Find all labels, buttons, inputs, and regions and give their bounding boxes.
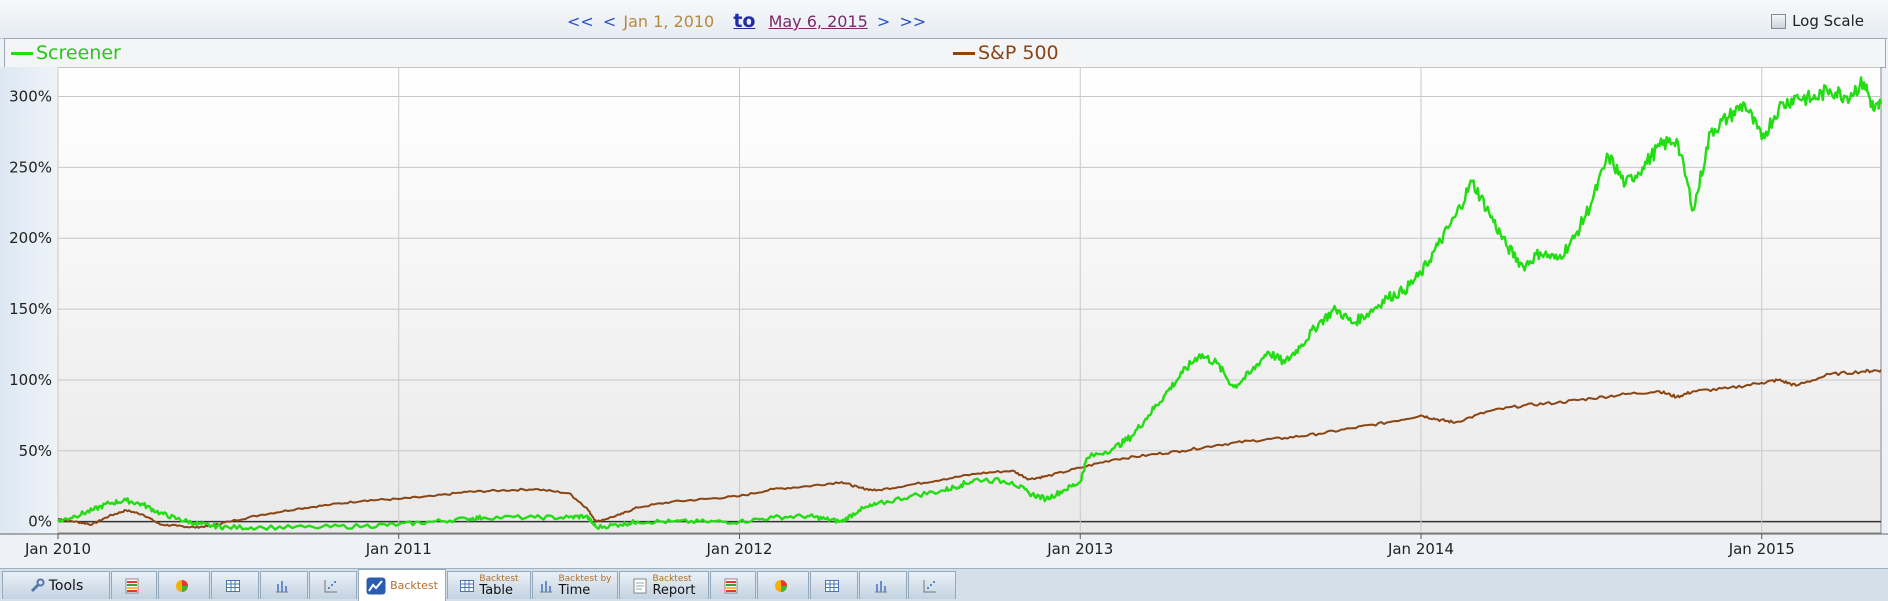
prev-period-button[interactable]: < bbox=[602, 12, 617, 31]
line-chart-icon bbox=[366, 577, 386, 595]
pie-chart-icon bbox=[174, 578, 190, 594]
table-color-icon bbox=[723, 578, 739, 594]
pie-chart-icon bbox=[773, 578, 789, 594]
tab-label: Backtest bbox=[390, 579, 438, 592]
legend: Screener S&P 500 bbox=[4, 38, 1886, 68]
last-period-button[interactable]: >> bbox=[899, 12, 927, 31]
grid-icon bbox=[225, 578, 241, 594]
legend-swatch-screener bbox=[11, 51, 33, 55]
tab-pie-chart-icon-11[interactable] bbox=[757, 571, 809, 599]
x-tick-label: Jan 2013 bbox=[1046, 540, 1113, 558]
tab-label: Time bbox=[558, 582, 591, 598]
first-period-button[interactable]: << bbox=[567, 12, 594, 31]
tab-backtest-6[interactable]: Backtest bbox=[358, 569, 446, 601]
y-tick-label: 100% bbox=[9, 371, 52, 389]
tab-grid-icon-3[interactable] bbox=[211, 571, 259, 599]
tab-bar-chart-icon-13[interactable] bbox=[859, 571, 907, 599]
date-range-bar: << < Jan 1, 2010 to May 6, 2015 > >> Log… bbox=[0, 0, 1888, 39]
series-line-sp500 bbox=[57, 368, 1882, 529]
y-tick-label: 50% bbox=[19, 442, 52, 460]
backtest-chart: 0% 50% 100% 150% 200% 250% 300% Jan 2010 Jan 201… bbox=[0, 67, 1888, 558]
legend-item-screener[interactable]: Screener bbox=[11, 42, 121, 64]
scatter-icon bbox=[922, 578, 938, 594]
tab-pie-chart-icon-2[interactable] bbox=[158, 571, 210, 599]
tab-label-stack: Backtest by Time bbox=[558, 574, 611, 598]
legend-label-screener: Screener bbox=[36, 42, 121, 64]
chart-panel: << < Jan 1, 2010 to May 6, 2015 > >> Log… bbox=[0, 0, 1888, 569]
bar-chart-icon bbox=[538, 578, 554, 594]
tab-time-8[interactable]: Backtest by Time bbox=[532, 571, 618, 599]
from-date[interactable]: Jan 1, 2010 bbox=[623, 12, 715, 31]
y-tick-label: 150% bbox=[9, 300, 52, 318]
to-link[interactable]: to bbox=[733, 10, 756, 32]
log-scale-label: Log Scale bbox=[1792, 12, 1864, 30]
y-tick-label: 250% bbox=[9, 158, 52, 176]
tab-tools-0[interactable]: Tools bbox=[2, 571, 110, 599]
bar-chart-icon bbox=[274, 578, 290, 594]
report-icon bbox=[632, 578, 648, 594]
y-axis-panel bbox=[0, 67, 58, 535]
next-period-button[interactable]: > bbox=[876, 12, 891, 31]
tab-label-stack: Backtest Report bbox=[652, 574, 695, 598]
tab-label: Table bbox=[479, 582, 514, 598]
grid-icon bbox=[824, 578, 840, 594]
bar-chart-icon bbox=[873, 578, 889, 594]
wrench-icon bbox=[29, 578, 45, 594]
tab-report-9[interactable]: Backtest Report bbox=[619, 571, 709, 599]
table-color-icon bbox=[124, 578, 140, 594]
legend-label-sp500: S&P 500 bbox=[978, 42, 1059, 64]
legend-item-sp500[interactable]: S&P 500 bbox=[953, 42, 1059, 64]
grid-icon bbox=[459, 578, 475, 594]
tab-scatter-icon-5[interactable] bbox=[309, 571, 357, 599]
plot-area bbox=[57, 67, 1882, 534]
tab-caption: Backtest bbox=[479, 573, 519, 584]
to-date[interactable]: May 6, 2015 bbox=[768, 12, 868, 31]
legend-swatch-sp500 bbox=[953, 51, 975, 55]
scatter-icon bbox=[323, 578, 339, 594]
tab-label: Report bbox=[652, 582, 696, 598]
x-tick-label: Jan 2015 bbox=[1728, 540, 1795, 558]
x-tick-label: Jan 2012 bbox=[705, 540, 772, 558]
x-tick-label: Jan 2011 bbox=[365, 540, 432, 558]
tab-caption: Backtest bbox=[652, 573, 692, 584]
tab-bar: Tools Backtest Backtest Table Backtest by Tim… bbox=[0, 569, 1888, 601]
tab-bar-chart-icon-4[interactable] bbox=[260, 571, 308, 599]
series-line-screener bbox=[57, 76, 1883, 531]
tab-label-stack: Backtest Table bbox=[479, 574, 518, 598]
tab-table-7[interactable]: Backtest Table bbox=[447, 571, 531, 599]
date-navigator: << < Jan 1, 2010 to May 6, 2015 > >> bbox=[567, 11, 926, 32]
log-scale-checkbox[interactable] bbox=[1771, 13, 1787, 29]
tab-scatter-icon-14[interactable] bbox=[908, 571, 956, 599]
x-tick-label: Jan 2010 bbox=[24, 540, 91, 558]
tab-label: Tools bbox=[48, 577, 84, 594]
tab-caption: Backtest by bbox=[558, 573, 612, 584]
log-scale-toggle[interactable]: Log Scale bbox=[1771, 12, 1864, 30]
x-tick-label: Jan 2014 bbox=[1387, 540, 1454, 558]
tab-grid-icon-12[interactable] bbox=[810, 571, 858, 599]
y-tick-label: 0% bbox=[28, 513, 52, 531]
tab-table-color-icon-1[interactable] bbox=[111, 571, 157, 599]
y-tick-label: 300% bbox=[9, 88, 52, 106]
y-tick-label: 200% bbox=[9, 229, 52, 247]
tab-table-color-icon-10[interactable] bbox=[710, 571, 756, 599]
